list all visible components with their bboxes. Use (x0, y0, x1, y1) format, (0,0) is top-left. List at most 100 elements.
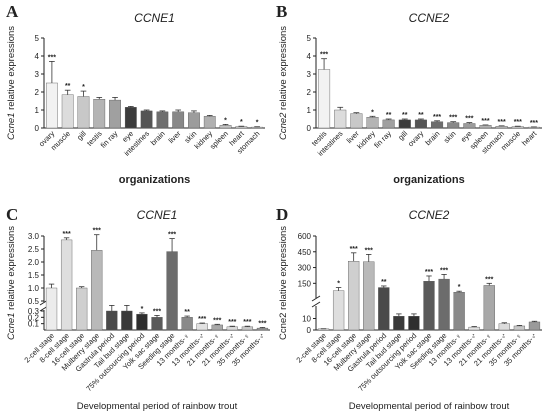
panel-d-bar-12 (498, 323, 510, 331)
panel-a-bar-8 (172, 111, 185, 129)
panel-b-cat-label-8: skin (442, 129, 458, 145)
panel-d-sig-9: * (458, 284, 461, 291)
panel-a-bar-5 (124, 107, 137, 129)
panel-a-cat-label-7: brain (149, 129, 167, 147)
panel-c-xlabel: Developmental period of rainbow trout (77, 401, 238, 412)
panel-d-ylabel: Ccne2 relative expressions (278, 226, 289, 340)
panel-c-bar-2 (76, 287, 88, 331)
panel-a-sig-0: *** (48, 54, 56, 61)
panel-a-bar-4 (109, 99, 121, 129)
panel-a-ylabel: Ccne1 relative expressions (6, 26, 17, 140)
panel-b-cat-label-3: kidney (355, 129, 377, 151)
panel-d-sig-4: ** (381, 279, 387, 286)
panel-b-ytick-label-1: 1 (307, 106, 312, 115)
panel-c-bar-13 (241, 326, 254, 331)
panel-a-bar-12 (235, 126, 248, 129)
panel-c-sig-7: *** (153, 308, 161, 315)
panel-d-bar-6 (408, 316, 420, 331)
panel-b-bar-8 (447, 122, 460, 129)
panel-b-bar-12 (511, 126, 524, 129)
panel-c-ytick-label-6: 2.0 (28, 258, 40, 267)
panel-label-a: A (6, 2, 19, 21)
panel-c-bar-3 (91, 250, 103, 331)
panel-a-ytick-label-1: 1 (35, 106, 40, 115)
panel-c-ytick-label-0: 0.1 (28, 320, 40, 329)
panel-b-cat-label-7: brain (423, 129, 441, 147)
panel-a-cat-label-4: fin ray (99, 129, 120, 150)
panel-c-sig-11: *** (213, 317, 221, 324)
panel-c-ytick-label-8: 3.0 (28, 232, 40, 241)
panel-c-sig-9: ** (184, 309, 190, 316)
panel-d-bar-7 (423, 281, 435, 331)
panel-b-bar-10 (479, 125, 492, 129)
panel-b-sig-0: *** (320, 52, 328, 59)
panel-c-bar-6 (136, 313, 148, 331)
panel-b-cat-label-6: ovary (406, 129, 426, 149)
panel-c-ytick-label-2: 0.3 (28, 307, 40, 316)
panel-a-sig-13: * (256, 120, 259, 127)
panel-d-sig-8: *** (440, 267, 448, 274)
panel-a-xlabel: organizations (119, 174, 191, 186)
panel-a-bar-3 (93, 98, 106, 129)
panel-c-bar-1 (60, 239, 73, 331)
panel-a-ytick-label-0: 0 (35, 124, 40, 133)
panel-d-bar-11 (483, 285, 495, 331)
panel-c-bar-7 (151, 317, 163, 331)
panel-a-sig-2: * (82, 84, 85, 91)
panel-c-sig-10: *** (198, 316, 206, 323)
panel-c-bar-9 (181, 317, 193, 331)
panel-b-cat-label-4: fin ray (372, 129, 393, 150)
panel-c-sig-12: *** (228, 319, 236, 326)
panel-b-ylabel: Ccne2 relative expressions (278, 26, 289, 140)
panel-a-bar-7 (156, 111, 169, 129)
panel-b-ytick-label-2: 2 (307, 88, 312, 97)
panel-b-bar-1 (334, 109, 347, 129)
panel-c-sig-14: *** (258, 320, 266, 327)
panel-d-sig-11: *** (485, 276, 493, 283)
panel-a-bar-9 (188, 112, 200, 129)
panel-c-ylabel: Ccne1 relative expressions (6, 226, 17, 340)
panel-b-sig-12: *** (514, 119, 522, 126)
panel-a-title: CCNE1 (134, 11, 175, 25)
panel-b-sig-7: *** (433, 114, 441, 121)
panel-d-bar-8 (438, 278, 450, 331)
panel-a-cat-label-8: liver (166, 129, 182, 145)
panel-a-bar-10 (203, 116, 216, 129)
panel-a-sig-1: ** (65, 83, 71, 90)
panel-b-ytick-label-5: 5 (307, 34, 312, 43)
panel-a-bar-11 (219, 125, 232, 129)
panel-b-sig-11: *** (498, 119, 506, 126)
panel-c-ytick-label-5: 1.5 (28, 271, 40, 280)
panel-b-bar-3 (366, 116, 379, 129)
panel-d-sig-1: * (337, 281, 340, 288)
panel-b-sig-3: * (371, 109, 374, 116)
panel-c-ytick-label-4: 1.0 (28, 284, 40, 293)
panel-c-title: CCNE1 (137, 208, 178, 222)
panel-c-bar-14 (256, 327, 269, 331)
panel-d-bar-13 (513, 325, 526, 331)
panel-d-bar-2 (348, 261, 360, 331)
panel-d-bar-5 (393, 316, 405, 331)
panel-b-bar-2 (350, 113, 363, 129)
panel-b-sig-8: *** (449, 115, 457, 122)
panel-d-break-mark-top (311, 295, 321, 302)
panel-label-b: B (276, 2, 287, 21)
panel-d-sig-2: *** (350, 246, 358, 253)
panel-b-title: CCNE2 (409, 11, 450, 25)
panel-d-ytick-label-2: 150 (298, 279, 312, 288)
panel-a-sig-11: * (224, 117, 227, 124)
panel-b-sig-4: ** (386, 112, 392, 119)
panel-b-bar-0 (318, 69, 331, 129)
panel-a-ytick-label-2: 2 (35, 88, 40, 97)
panel-a-bar-1 (61, 94, 74, 129)
panel-d-bar-3 (363, 261, 375, 331)
panel-c-sig-1: *** (63, 231, 71, 238)
panel-b-bar-7 (431, 121, 444, 129)
panel-a-cat-label-11: spleen (208, 129, 230, 151)
panel-c-ytick-label-1: 0.2 (28, 313, 40, 322)
panel-label-c: C (6, 205, 18, 224)
panel-c-bar-8 (166, 251, 178, 331)
panel-b-sig-13: *** (530, 120, 538, 127)
